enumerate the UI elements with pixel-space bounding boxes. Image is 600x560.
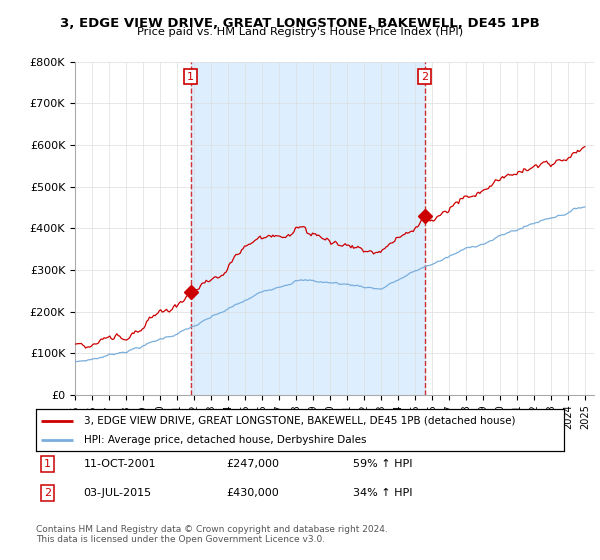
Text: £430,000: £430,000 (226, 488, 279, 498)
Text: HPI: Average price, detached house, Derbyshire Dales: HPI: Average price, detached house, Derb… (83, 435, 366, 445)
Text: 59% ↑ HPI: 59% ↑ HPI (353, 459, 412, 469)
Text: Contains HM Land Registry data © Crown copyright and database right 2024.: Contains HM Land Registry data © Crown c… (36, 525, 388, 534)
Text: 11-OCT-2001: 11-OCT-2001 (83, 459, 156, 469)
Text: 3, EDGE VIEW DRIVE, GREAT LONGSTONE, BAKEWELL, DE45 1PB (detached house): 3, EDGE VIEW DRIVE, GREAT LONGSTONE, BAK… (83, 416, 515, 426)
Text: This data is licensed under the Open Government Licence v3.0.: This data is licensed under the Open Gov… (36, 535, 325, 544)
Text: 1: 1 (44, 459, 51, 469)
Text: 3, EDGE VIEW DRIVE, GREAT LONGSTONE, BAKEWELL, DE45 1PB: 3, EDGE VIEW DRIVE, GREAT LONGSTONE, BAK… (60, 17, 540, 30)
Text: 03-JUL-2015: 03-JUL-2015 (83, 488, 152, 498)
Text: 2: 2 (421, 72, 428, 82)
Bar (191, 62, 425, 395)
Text: 34% ↑ HPI: 34% ↑ HPI (353, 488, 412, 498)
Text: Price paid vs. HM Land Registry's House Price Index (HPI): Price paid vs. HM Land Registry's House … (137, 27, 463, 37)
Text: 2: 2 (44, 488, 51, 498)
Text: 1: 1 (187, 72, 194, 82)
Text: £247,000: £247,000 (226, 459, 279, 469)
